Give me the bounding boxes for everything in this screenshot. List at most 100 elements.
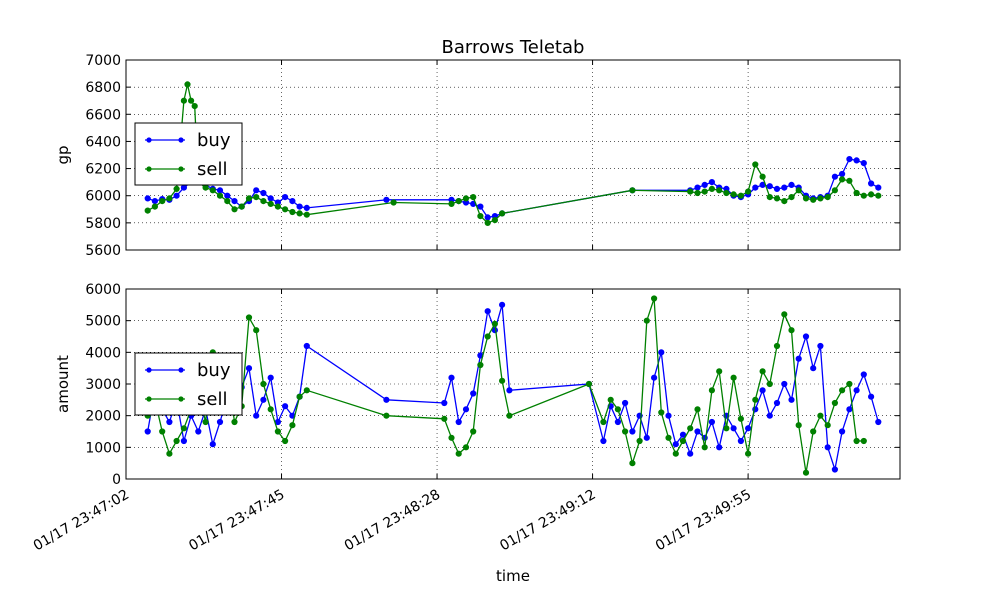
amount-buy-point <box>441 399 448 407</box>
price-buy-point <box>173 192 180 199</box>
amount-buy-point <box>506 387 513 394</box>
amount-sell-point <box>585 380 593 388</box>
amount-sell-point <box>636 437 643 445</box>
price-sell-point <box>802 195 810 202</box>
price-sell-point <box>216 192 224 199</box>
price-buy-point <box>253 187 260 194</box>
amount-buy-point <box>260 396 267 403</box>
amount-legend-buy-marker <box>178 367 184 373</box>
price-sell-point <box>188 97 195 104</box>
price-sell-point <box>737 192 745 199</box>
x-tick-label: 01/17 23:48:28 <box>342 487 443 555</box>
amount-buy-point <box>824 444 831 451</box>
amount-legend-box <box>134 352 243 416</box>
price-buy-point <box>831 173 839 180</box>
amount-buy-point <box>875 418 882 426</box>
price-sell-point <box>231 206 238 213</box>
price-buy-point <box>788 181 795 188</box>
time-x-ticks: 01/17 23:47:02 01/17 23:47:45 01/17 23:48:… <box>31 487 754 555</box>
amount-sell-point <box>441 415 448 422</box>
amount-plot-border <box>125 288 901 480</box>
amount-y-ticks: 0 1000 2000 3000 4000 5000 6000 <box>85 282 901 488</box>
price-sell-point <box>868 191 875 198</box>
amount-sell-point <box>499 377 506 384</box>
price-buy-point <box>303 204 310 211</box>
amount-buy-point <box>831 466 839 473</box>
price-buy-point <box>260 189 267 197</box>
amount-sell-point <box>383 412 390 419</box>
price-sell-point <box>824 194 831 201</box>
amount-sell-point <box>159 428 166 435</box>
amount-buy-point <box>860 371 867 378</box>
amount-buy-point <box>622 399 629 407</box>
price-sell-point <box>144 207 151 214</box>
amount-sell-point <box>723 425 730 432</box>
price-buy-point <box>694 184 701 191</box>
price-sell-point <box>462 195 470 202</box>
price-sell-point <box>701 188 708 195</box>
amount-sell-point <box>166 450 173 457</box>
amount-buy-point <box>267 374 274 381</box>
price-buy-point <box>231 198 238 205</box>
price-sell-point <box>817 195 824 202</box>
amount-sell-point <box>260 380 267 388</box>
price-sell-point <box>282 206 289 213</box>
amount-sell-point <box>824 422 831 429</box>
amount-sell-point <box>484 333 491 340</box>
price-y-tick-label: 5800 <box>85 216 121 232</box>
amount-buy-point <box>708 418 716 426</box>
amount-sell-point <box>470 428 477 435</box>
price-buy-point <box>383 196 390 203</box>
price-legend-sell-marker <box>146 166 152 172</box>
price-sell-point <box>260 198 267 205</box>
price-y-tick-label: 6200 <box>85 162 121 178</box>
price-sell-point <box>390 199 397 206</box>
amount-sell-point <box>752 396 759 403</box>
price-buy-point <box>224 192 231 199</box>
amount-sell-point <box>853 437 860 445</box>
price-y-tick-label: 6600 <box>85 107 121 123</box>
amount-sell-point <box>231 418 238 426</box>
amount-buy-point <box>716 444 723 451</box>
price-legend-buy-marker <box>178 137 184 143</box>
price-sell-point <box>788 194 795 201</box>
amount-y-tick-label: 5000 <box>85 314 121 330</box>
price-sell-point <box>745 188 752 195</box>
amount-y-label: amount <box>54 355 72 413</box>
amount-buy-point <box>383 396 390 403</box>
price-sell-point <box>303 211 310 218</box>
amount-y-tick-label: 1000 <box>85 440 121 456</box>
amount-sell-point <box>448 434 455 441</box>
amount-buy-point <box>737 437 745 445</box>
amount-sell-point <box>180 425 187 432</box>
price-legend: buy sell <box>134 122 243 186</box>
amount-sell-point <box>282 437 289 445</box>
amount-legend-buy-marker <box>146 367 152 373</box>
price-sell-point <box>687 188 694 195</box>
price-sell-point <box>752 161 759 168</box>
price-y-tick-label: 6800 <box>85 80 121 96</box>
price-subplot: 5600 5800 6000 6200 6400 6600 6800 7000 gp buy s… <box>54 53 901 259</box>
price-buy-point <box>868 180 875 187</box>
price-legend-sell-marker <box>178 166 184 172</box>
price-legend-sell-label: sell <box>197 159 227 180</box>
price-sell-point <box>773 195 781 202</box>
amount-y-tick-label: 2000 <box>85 409 121 425</box>
amount-buy-point <box>629 428 636 435</box>
amount-buy-point <box>766 412 773 419</box>
price-sell-point <box>224 198 231 205</box>
amount-buy-point <box>448 374 455 381</box>
price-sell-point <box>708 185 716 192</box>
amount-sell-point <box>730 374 737 381</box>
amount-buy-point <box>795 355 802 362</box>
price-buy-point <box>766 183 773 190</box>
price-sell-point <box>202 184 209 191</box>
amount-legend-sell-label: sell <box>197 389 227 410</box>
amount-sell-point <box>788 327 795 334</box>
amount-sell-point <box>759 368 766 375</box>
price-sell-point <box>860 192 867 199</box>
amount-buy-point <box>455 418 462 426</box>
amount-sell-point <box>810 428 817 435</box>
price-buy-point <box>296 203 303 210</box>
